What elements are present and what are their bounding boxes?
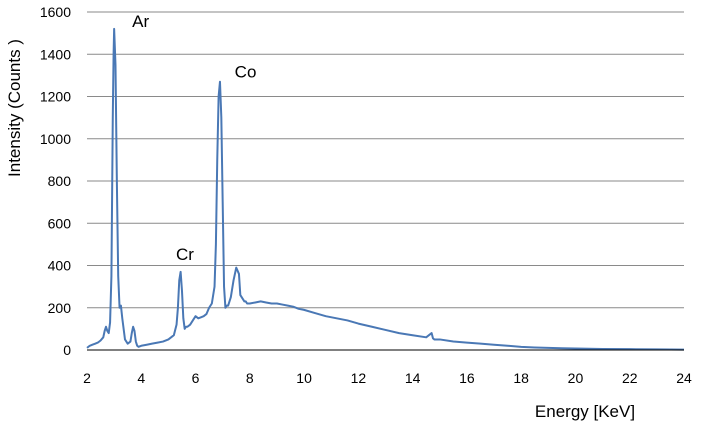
spectrum-line	[86, 27, 685, 351]
y-tick-label: 800	[48, 173, 72, 189]
x-axis-title: Energy [KeV]	[535, 402, 635, 421]
x-tick-label: 22	[622, 370, 638, 386]
x-tick-label: 20	[568, 370, 584, 386]
peak-label: Ar	[132, 12, 149, 31]
x-tick-label: 16	[459, 370, 475, 386]
y-tick-label: 1200	[40, 89, 71, 105]
x-tick-label: 6	[192, 370, 200, 386]
x-tick-label: 24	[676, 370, 692, 386]
y-tick-label: 0	[63, 342, 71, 358]
x-tick-label: 12	[351, 370, 367, 386]
peak-label: Co	[235, 63, 257, 82]
x-tick-label: 4	[137, 370, 145, 386]
x-axis-tick-labels: 2 4 6 8 10 12 14 16 18 20 22 24	[83, 370, 692, 386]
y-tick-label: 600	[48, 215, 72, 231]
x-tick-label: 10	[296, 370, 312, 386]
y-tick-label: 1000	[40, 131, 71, 147]
x-tick-label: 14	[405, 370, 421, 386]
x-tick-label: 8	[246, 370, 254, 386]
y-tick-label: 200	[48, 300, 72, 316]
gridlines	[87, 11, 684, 309]
x-tick-label: 18	[513, 370, 529, 386]
y-tick-label: 1400	[40, 46, 71, 62]
y-axis-title: Intensity (Counts )	[5, 39, 24, 177]
y-axis-tick-labels: 0 200 400 600 800 1000 1200 1400 1600	[40, 4, 71, 358]
y-tick-label: 400	[48, 258, 72, 274]
peak-label: Cr	[176, 245, 194, 264]
x-tick-label: 2	[83, 370, 91, 386]
peak-annotations: Ar Co Cr	[132, 12, 256, 264]
y-tick-label: 1600	[40, 4, 71, 20]
